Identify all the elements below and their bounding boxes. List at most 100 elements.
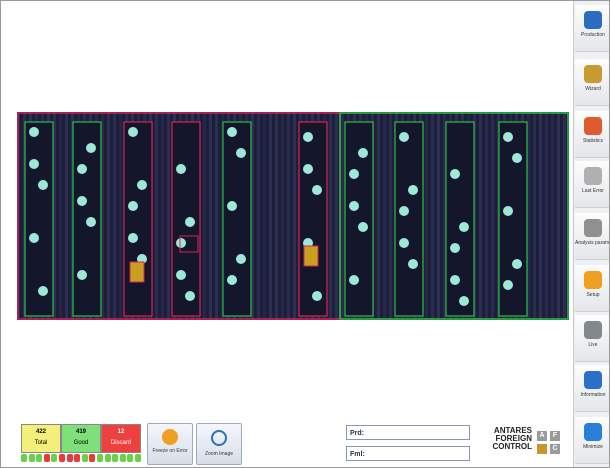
particle: [512, 153, 522, 163]
sidebar-button[interactable]: Setup: [575, 265, 609, 312]
particle: [312, 291, 322, 301]
particle: [303, 164, 313, 174]
particle: [77, 270, 87, 280]
particle: [399, 206, 409, 216]
image-streak: [119, 112, 122, 320]
sidebar-button[interactable]: Production: [575, 5, 609, 52]
product-field[interactable]: Prd:: [346, 425, 470, 440]
sidebar-icon: [584, 271, 602, 289]
particle: [185, 217, 195, 227]
zoom-icon: [211, 430, 227, 446]
image-streak: [101, 112, 104, 320]
particle: [77, 164, 87, 174]
led: [81, 454, 88, 462]
sidebar-button[interactable]: Last Error: [575, 161, 609, 208]
sidebar-icon: [584, 11, 602, 29]
sidebar-icon: [584, 65, 602, 83]
particle: [236, 254, 246, 264]
zoom-button[interactable]: Zoom Image: [196, 423, 242, 465]
particle: [38, 286, 48, 296]
particle: [86, 217, 96, 227]
freeze-icon: [162, 429, 178, 445]
lane: [445, 121, 475, 317]
sidebar-button[interactable]: Information: [575, 365, 609, 412]
image-streak: [155, 112, 158, 320]
image-streak: [161, 112, 164, 320]
particle: [185, 291, 195, 301]
image-streak: [65, 112, 68, 320]
particle: [358, 222, 368, 232]
counter-label: Discard: [110, 440, 132, 446]
image-streak: [335, 112, 338, 320]
image-streak: [443, 112, 446, 320]
formula-field[interactable]: Fml:: [346, 446, 470, 461]
image-streak: [203, 112, 206, 320]
logo-letter: C: [550, 444, 560, 454]
lane: [298, 121, 328, 317]
logo-letter: A: [537, 431, 547, 441]
defect: [129, 261, 145, 283]
led: [36, 454, 43, 462]
particle: [512, 259, 522, 269]
image-streak: [257, 112, 260, 320]
sidebar-icon: [584, 117, 602, 135]
led: [112, 454, 119, 462]
particle: [29, 233, 39, 243]
counter-discard: 12 Discard: [101, 424, 141, 453]
particle: [349, 169, 359, 179]
particle: [227, 201, 237, 211]
image-streak: [539, 112, 542, 320]
sidebar-button[interactable]: Minimize: [575, 417, 609, 464]
image-streak: [113, 112, 116, 320]
image-streak: [563, 112, 566, 320]
image-streak: [215, 112, 218, 320]
image-streak: [341, 112, 344, 320]
sidebar-button[interactable]: Wizard: [575, 59, 609, 106]
image-streak: [329, 112, 332, 320]
image-streak: [527, 112, 530, 320]
particle: [29, 127, 39, 137]
particle: [349, 201, 359, 211]
particle: [176, 164, 186, 174]
sidebar: Production Wizard Statistics Last Error Anal…: [573, 1, 609, 467]
sidebar-button[interactable]: Live: [575, 315, 609, 362]
logo-text: FOREIGN: [495, 434, 532, 443]
image-streak: [491, 112, 494, 320]
button-label: Freeze on Error: [152, 448, 188, 454]
led: [104, 454, 111, 462]
led: [66, 454, 73, 462]
image-streak: [557, 112, 560, 320]
led: [21, 454, 27, 462]
led: [127, 454, 134, 462]
image-streak: [437, 112, 440, 320]
particle: [176, 238, 186, 248]
camera-image: [17, 112, 569, 320]
sidebar-label: Information: [580, 392, 606, 398]
freeze-button[interactable]: Freeze on Error: [147, 423, 193, 465]
sidebar-icon: [584, 371, 602, 389]
particle: [459, 296, 469, 306]
counter-total: 422 Total: [21, 424, 61, 453]
led: [59, 454, 65, 462]
sidebar-button[interactable]: Analysis parameters: [575, 213, 609, 260]
particle: [408, 259, 418, 269]
defect-box: [179, 235, 199, 253]
counter-label: Good: [73, 440, 89, 446]
logo-text: ANTARES: [493, 426, 532, 435]
led: [89, 454, 96, 462]
image-streak: [479, 112, 482, 320]
lane: [394, 121, 424, 317]
particle: [503, 206, 513, 216]
image-streak: [53, 112, 56, 320]
logo-text: CONTROL: [492, 442, 532, 451]
logo-square: [537, 444, 547, 454]
sidebar-button[interactable]: Statistics: [575, 111, 609, 158]
particle: [408, 185, 418, 195]
defect: [303, 245, 319, 267]
particle: [450, 169, 460, 179]
led: [74, 454, 81, 462]
sidebar-label: Statistics: [582, 138, 603, 144]
counter-value: 12: [117, 429, 125, 435]
led: [28, 454, 35, 462]
led: [97, 454, 103, 462]
